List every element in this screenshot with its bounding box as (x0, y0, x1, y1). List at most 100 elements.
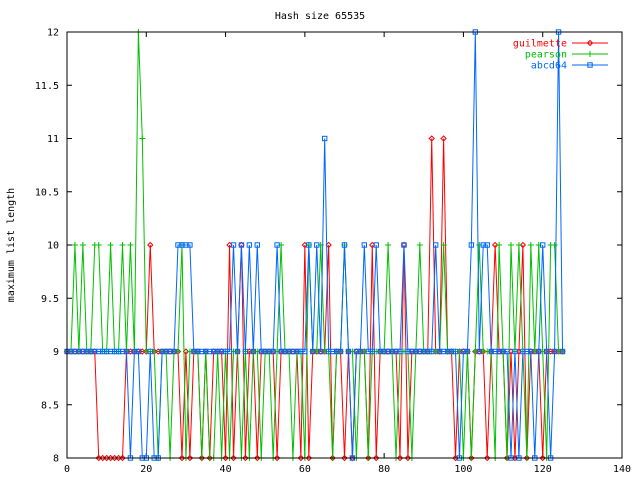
x-tick-label: 80 (378, 464, 390, 475)
data-point-pearson (71, 242, 78, 248)
x-tick-label: 100 (454, 464, 472, 475)
data-point-abcd64 (226, 348, 233, 355)
x-tick-label: 40 (220, 464, 232, 475)
data-point-guilmette (297, 454, 305, 462)
data-point-guilmette (440, 135, 447, 142)
data-point-abcd64 (250, 348, 257, 355)
data-point-abcd64 (401, 242, 407, 248)
chart-title: Hash size 65535 (275, 11, 365, 22)
legend-label-guilmette: guilmette (513, 39, 567, 50)
data-point-guilmette (484, 454, 491, 462)
y-tick-label: 10.5 (35, 187, 59, 198)
x-tick-label: 60 (299, 464, 311, 475)
data-point-pearson (551, 242, 558, 248)
y-tick-label: 9 (53, 347, 59, 358)
data-point-abcd64 (318, 348, 324, 355)
data-point-abcd64 (123, 348, 130, 355)
legend-label-pearson: pearson (525, 50, 567, 61)
y-tick-label: 8 (53, 454, 59, 465)
data-point-abcd64 (373, 242, 379, 248)
data-point-guilmette (119, 454, 126, 462)
data-point-pearson (119, 242, 126, 248)
series-line-abcd64 (67, 31, 564, 459)
data-point-guilmette (147, 241, 154, 249)
y-tick-label: 12 (47, 28, 59, 39)
data-point-abcd64 (238, 242, 245, 248)
x-tick-label: 120 (534, 464, 552, 475)
data-point-guilmette (428, 135, 435, 142)
data-point-pearson (508, 242, 514, 248)
data-point-guilmette (491, 241, 499, 249)
data-point-abcd64 (171, 348, 177, 355)
data-point-guilmette (254, 454, 261, 462)
data-point-abcd64 (242, 348, 249, 355)
data-point-abcd64 (543, 348, 550, 355)
plot-series (63, 29, 566, 462)
data-point-abcd64 (429, 348, 435, 355)
data-point-pearson (79, 242, 86, 248)
data-point-abcd64 (314, 242, 320, 248)
x-tick-label: 0 (64, 464, 70, 475)
y-tick-label: 9.5 (41, 294, 59, 305)
data-point-pearson (515, 242, 522, 248)
data-point-abcd64 (357, 348, 364, 355)
data-point-abcd64 (246, 242, 253, 248)
data-point-pearson (385, 242, 392, 248)
legend-marker-pearson (587, 51, 593, 57)
data-point-abcd64 (310, 348, 316, 355)
data-point-abcd64 (187, 242, 193, 248)
data-point-guilmette (396, 454, 404, 462)
series-abcd64 (64, 29, 566, 461)
data-point-guilmette (404, 454, 412, 462)
y-tick-label: 8.5 (41, 400, 59, 411)
data-point-abcd64 (551, 348, 558, 355)
data-point-abcd64 (341, 242, 348, 248)
data-point-guilmette (341, 454, 348, 462)
x-tick-label: 140 (613, 464, 631, 475)
data-point-abcd64 (135, 348, 142, 355)
data-point-abcd64 (270, 348, 276, 355)
legend-marker-guilmette (586, 39, 594, 47)
legend-label-abcd64: abcd64 (531, 61, 567, 72)
data-point-pearson (527, 242, 534, 248)
data-point-abcd64 (254, 242, 260, 248)
data-point-abcd64 (484, 242, 490, 248)
x-tick-label: 20 (140, 464, 152, 475)
plot-frame (66, 31, 623, 459)
data-point-abcd64 (536, 348, 542, 355)
data-point-pearson (416, 242, 423, 248)
y-tick-label: 11 (47, 134, 59, 145)
data-point-abcd64 (512, 348, 518, 355)
data-point-abcd64 (468, 242, 475, 248)
data-point-abcd64 (230, 242, 237, 248)
data-point-abcd64 (147, 348, 153, 355)
data-point-abcd64 (540, 242, 546, 248)
data-point-abcd64 (234, 348, 241, 355)
data-point-guilmette (222, 454, 229, 462)
data-point-guilmette (519, 241, 527, 249)
legend-marker-abcd64 (587, 62, 593, 68)
data-point-pearson (127, 242, 134, 248)
data-point-guilmette (305, 454, 313, 462)
data-point-abcd64 (361, 242, 368, 248)
data-point-abcd64 (321, 135, 328, 142)
data-point-abcd64 (476, 348, 482, 355)
data-point-abcd64 (528, 348, 534, 355)
data-point-abcd64 (306, 242, 312, 248)
data-point-pearson (440, 242, 447, 248)
data-point-pearson (496, 242, 503, 248)
data-point-guilmette (230, 454, 237, 462)
data-point-guilmette (186, 454, 194, 462)
data-point-guilmette (373, 454, 380, 462)
data-point-abcd64 (452, 348, 459, 355)
data-point-abcd64 (302, 348, 308, 355)
data-point-pearson (139, 135, 146, 142)
data-point-abcd64 (274, 242, 280, 248)
data-point-abcd64 (345, 348, 352, 355)
data-point-guilmette (273, 454, 281, 462)
data-point-abcd64 (559, 348, 566, 355)
data-point-abcd64 (369, 348, 375, 355)
data-point-guilmette (539, 454, 546, 462)
